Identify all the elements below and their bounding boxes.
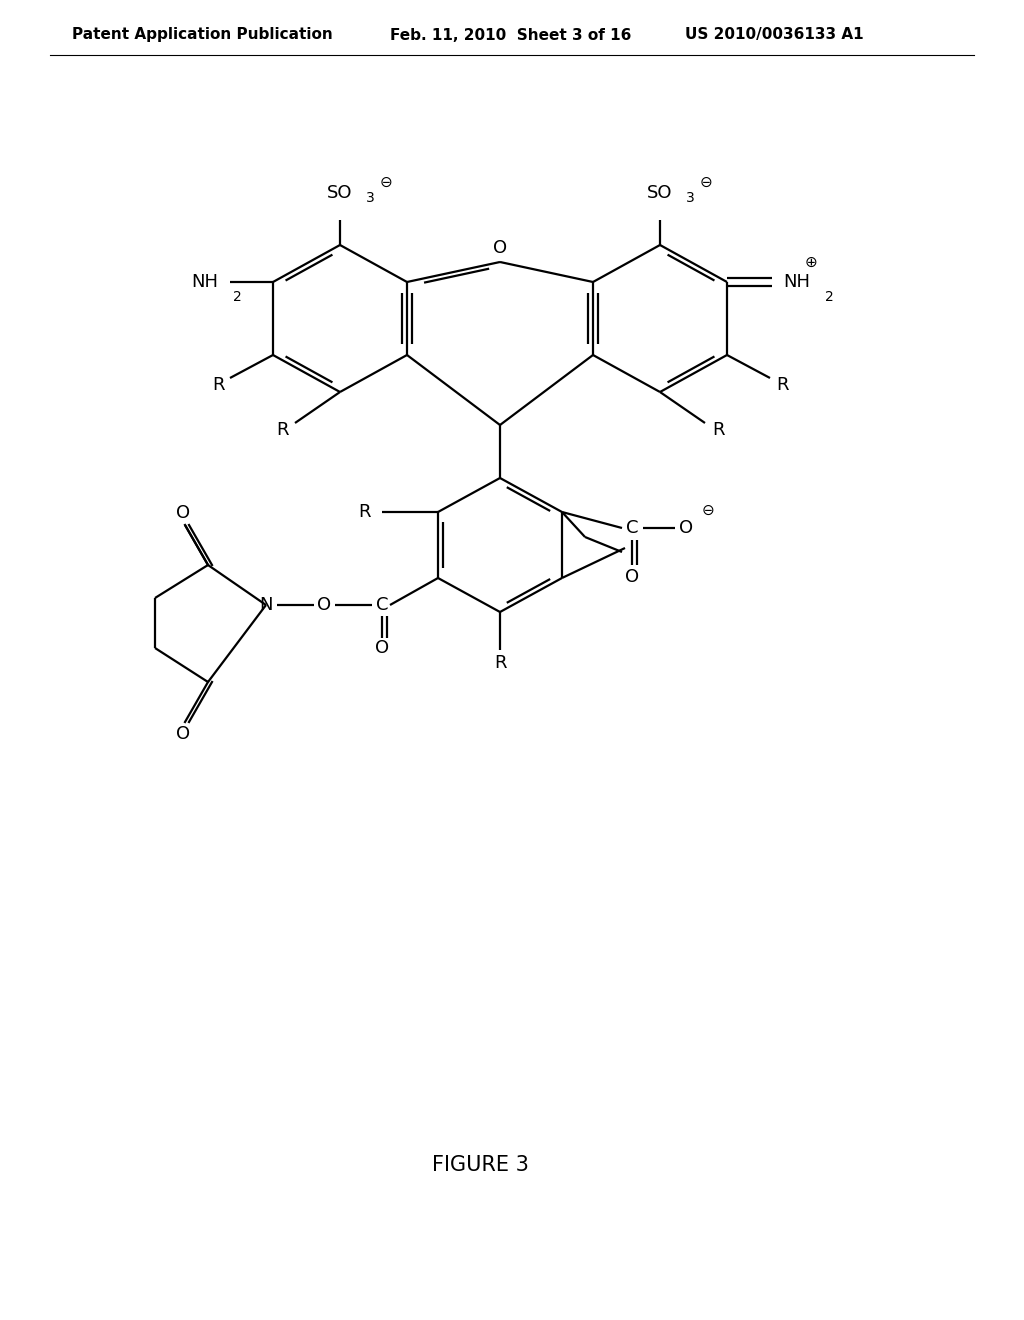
Text: O: O bbox=[375, 639, 389, 657]
Text: O: O bbox=[176, 725, 190, 743]
Text: NH: NH bbox=[783, 273, 811, 290]
Text: 2: 2 bbox=[825, 290, 834, 304]
Text: NH: NH bbox=[191, 273, 218, 290]
Text: O: O bbox=[493, 239, 507, 257]
Text: R: R bbox=[212, 376, 224, 393]
Text: O: O bbox=[625, 568, 639, 586]
Text: 3: 3 bbox=[366, 191, 375, 205]
Text: O: O bbox=[679, 519, 693, 537]
Text: O: O bbox=[176, 504, 190, 521]
Text: O: O bbox=[317, 597, 331, 614]
Text: 3: 3 bbox=[686, 191, 694, 205]
Text: ⊕: ⊕ bbox=[805, 255, 817, 269]
Text: SO: SO bbox=[647, 183, 673, 202]
Text: R: R bbox=[358, 503, 372, 521]
Text: 2: 2 bbox=[233, 290, 242, 304]
Text: US 2010/0036133 A1: US 2010/0036133 A1 bbox=[685, 28, 863, 42]
Text: ⊖: ⊖ bbox=[380, 174, 392, 190]
Text: R: R bbox=[494, 653, 506, 672]
Text: R: R bbox=[712, 421, 724, 440]
Text: FIGURE 3: FIGURE 3 bbox=[431, 1155, 528, 1175]
Text: ⊖: ⊖ bbox=[701, 503, 715, 517]
Text: Feb. 11, 2010  Sheet 3 of 16: Feb. 11, 2010 Sheet 3 of 16 bbox=[390, 28, 632, 42]
Text: ⊖: ⊖ bbox=[699, 174, 713, 190]
Text: C: C bbox=[626, 519, 638, 537]
Text: Patent Application Publication: Patent Application Publication bbox=[72, 28, 333, 42]
Text: SO: SO bbox=[328, 183, 352, 202]
Text: N: N bbox=[259, 597, 272, 614]
Text: C: C bbox=[376, 597, 388, 614]
Text: R: R bbox=[776, 376, 788, 393]
Text: R: R bbox=[275, 421, 288, 440]
